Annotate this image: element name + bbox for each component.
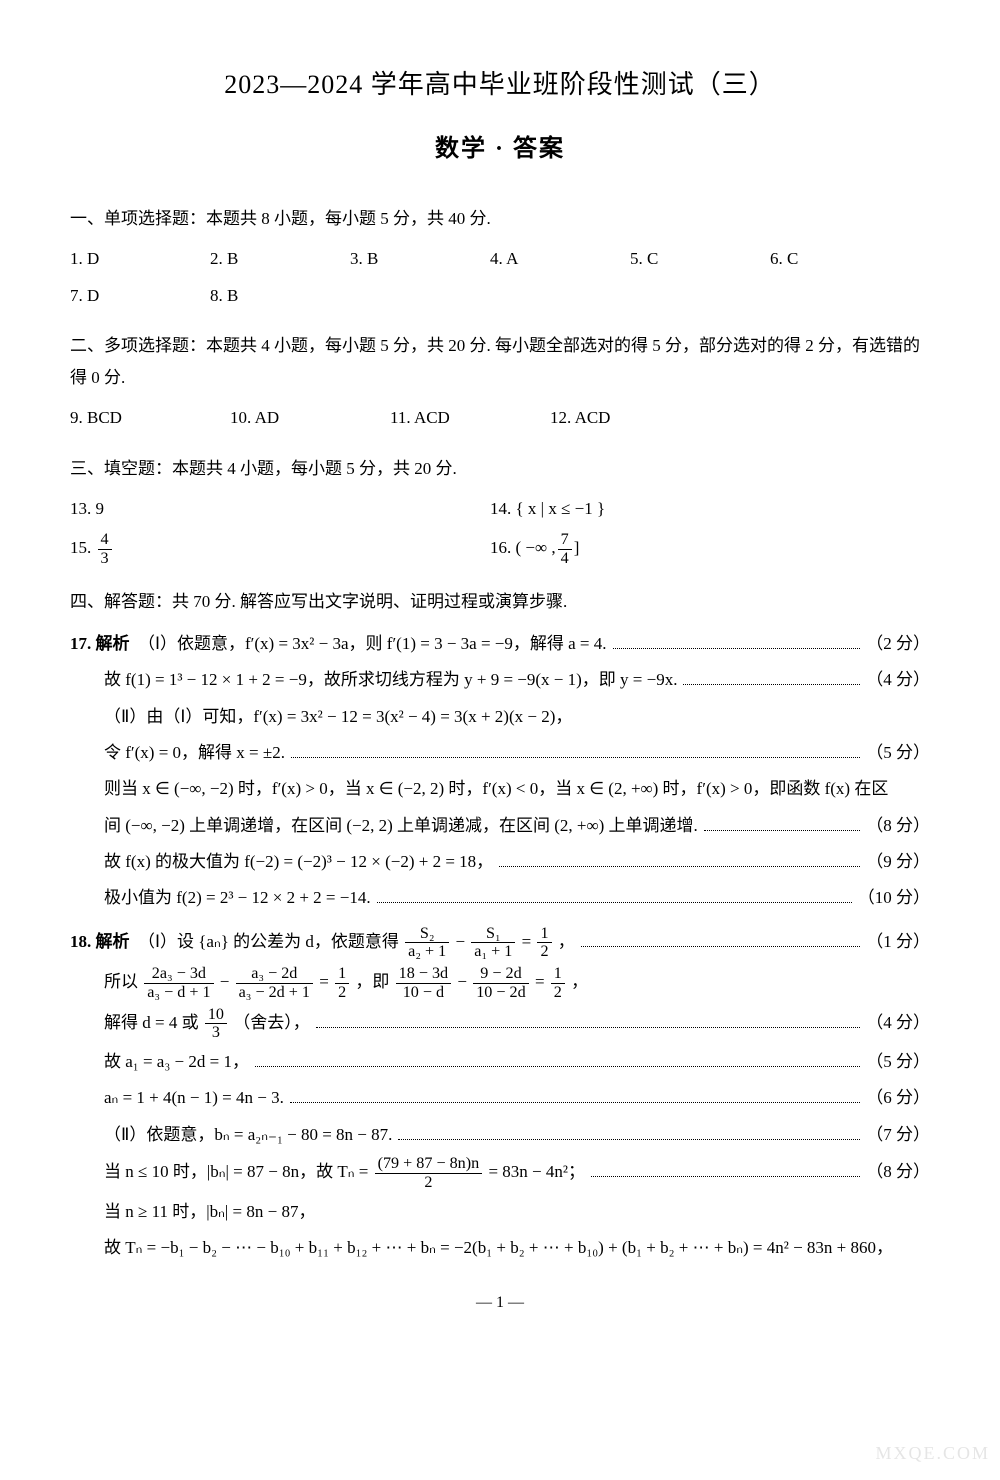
section-multi-head: 二、多项选择题：本题共 4 小题，每小题 5 分，共 20 分. 每小题全部选对… (70, 330, 930, 395)
dots (291, 742, 860, 758)
dots (499, 851, 860, 867)
fill-row-1: 13. 9 14. { x | x ≤ −1 } (70, 493, 930, 525)
q17-s5: （8 分） (866, 810, 930, 842)
dots (316, 1012, 861, 1028)
page-number: — 1 — (70, 1288, 930, 1318)
q17-l5a: 则当 x ∈ (−∞, −2) 时，f′(x) > 0，当 x ∈ (−2, 2… (104, 773, 888, 805)
q18-s1: （1 分） (866, 926, 930, 958)
q18-l6: （Ⅱ）依题意，bₙ = a₂ₙ₋₁ − 80 = 8n − 87. (104, 1119, 392, 1151)
q18: 18. 解析 （Ⅰ）设 {aₙ} 的公差为 d，依题意得 S₂a₂ + 1 − … (70, 925, 930, 1265)
ans-7: 7. D (70, 280, 210, 312)
multi-row: 9. BCD 10. AD 11. ACD 12. ACD (70, 402, 930, 434)
ans-13: 13. 9 (70, 493, 490, 525)
q18-l2: 所以 2a₃ − 3da₃ − d + 1 − a₃ − 2da₃ − 2d +… (104, 965, 588, 1002)
q17-l3: （Ⅱ）由（Ⅰ）可知，f′(x) = 3x² − 12 = 3(x² − 4) =… (104, 701, 572, 733)
dots (255, 1051, 860, 1067)
dots (377, 887, 852, 903)
q17-s2: （4 分） (866, 664, 930, 696)
doc-title: 2023—2024 学年高中毕业班阶段性测试（三） (70, 60, 930, 109)
q17-l5b: 间 (−∞, −2) 上单调递增，在区间 (−2, 2) 上单调递减，在区间 (… (104, 810, 698, 842)
dots (613, 633, 861, 649)
single-row-2: 7. D 8. B (70, 280, 930, 312)
q18-s7: （8 分） (866, 1156, 930, 1188)
ans-10: 10. AD (230, 402, 390, 434)
doc-subtitle: 数学 · 答案 (70, 127, 930, 173)
single-row-1: 1. D 2. B 3. B 4. A 5. C 6. C (70, 243, 930, 275)
ans-6: 6. C (770, 243, 910, 275)
q18-l3: 解得 d = 4 或 103 （舍去）， (104, 1006, 310, 1043)
q17-l2: 故 f(1) = 1³ − 12 × 1 + 2 = −9，故所求切线方程为 y… (104, 664, 677, 696)
section-long-head: 四、解答题：共 70 分. 解答应写出文字说明、证明过程或演算步骤. (70, 586, 930, 618)
watermark: MXQE.COM (875, 1436, 990, 1470)
q17-l7: 极小值为 f(2) = 2³ − 12 × 2 + 2 = −14. (104, 882, 371, 914)
q18-l9: 故 Tₙ = −b₁ − b₂ − ⋯ − b₁₀ + b₁₁ + b₁₂ + … (104, 1232, 893, 1264)
q17: 17. 解析 （Ⅰ）依题意，f′(x) = 3x² − 3a，则 f′(1) =… (70, 628, 930, 914)
ans-3: 3. B (350, 243, 490, 275)
q17-s4: （5 分） (866, 737, 930, 769)
ans-11: 11. ACD (390, 402, 550, 434)
q18-l1: 18. 解析 （Ⅰ）设 {aₙ} 的公差为 d，依题意得 S₂a₂ + 1 − … (70, 925, 575, 962)
q18-s6: （7 分） (866, 1119, 930, 1151)
q17-s1: （2 分） (866, 628, 930, 660)
q17-s6: （9 分） (866, 846, 930, 878)
ans-14: 14. { x | x ≤ −1 } (490, 493, 910, 525)
dots (398, 1123, 860, 1139)
dots (581, 930, 860, 946)
dots (591, 1161, 860, 1177)
dots (683, 669, 860, 685)
ans-12: 12. ACD (550, 402, 710, 434)
ans-5: 5. C (630, 243, 770, 275)
q18-s4: （5 分） (866, 1046, 930, 1078)
ans-8: 8. B (210, 280, 350, 312)
fill-row-2: 15. 43 16. ( −∞ ,74] (70, 531, 930, 568)
q17-l4: 令 f′(x) = 0，解得 x = ±2. (104, 737, 285, 769)
ans-1: 1. D (70, 243, 210, 275)
q17-l1: 17. 解析 （Ⅰ）依题意，f′(x) = 3x² − 3a，则 f′(1) =… (70, 628, 607, 660)
q17-l6: 故 f(x) 的极大值为 f(−2) = (−2)³ − 12 × (−2) +… (104, 846, 493, 878)
dots (704, 814, 860, 830)
ans-16: 16. ( −∞ ,74] (490, 531, 910, 568)
section-single-head: 一、单项选择题：本题共 8 小题，每小题 5 分，共 40 分. (70, 203, 930, 235)
ans-2: 2. B (210, 243, 350, 275)
q18-l7: 当 n ≤ 10 时，|bₙ| = 87 − 8n，故 Tₙ = (79 + 8… (104, 1155, 585, 1192)
q18-l5: aₙ = 1 + 4(n − 1) = 4n − 3. (104, 1082, 284, 1114)
q18-s3: （4 分） (866, 1007, 930, 1039)
q18-l4: 故 a₁ = a₃ − 2d = 1， (104, 1046, 249, 1078)
dots (290, 1087, 860, 1103)
q17-s7: （10 分） (858, 882, 930, 914)
ans-9: 9. BCD (70, 402, 230, 434)
q18-l8: 当 n ≥ 11 时，|bₙ| = 8n − 87， (104, 1196, 315, 1228)
ans-4: 4. A (490, 243, 630, 275)
section-fill-head: 三、填空题：本题共 4 小题，每小题 5 分，共 20 分. (70, 453, 930, 485)
q18-s5: （6 分） (866, 1082, 930, 1114)
ans-15: 15. 43 (70, 531, 490, 568)
